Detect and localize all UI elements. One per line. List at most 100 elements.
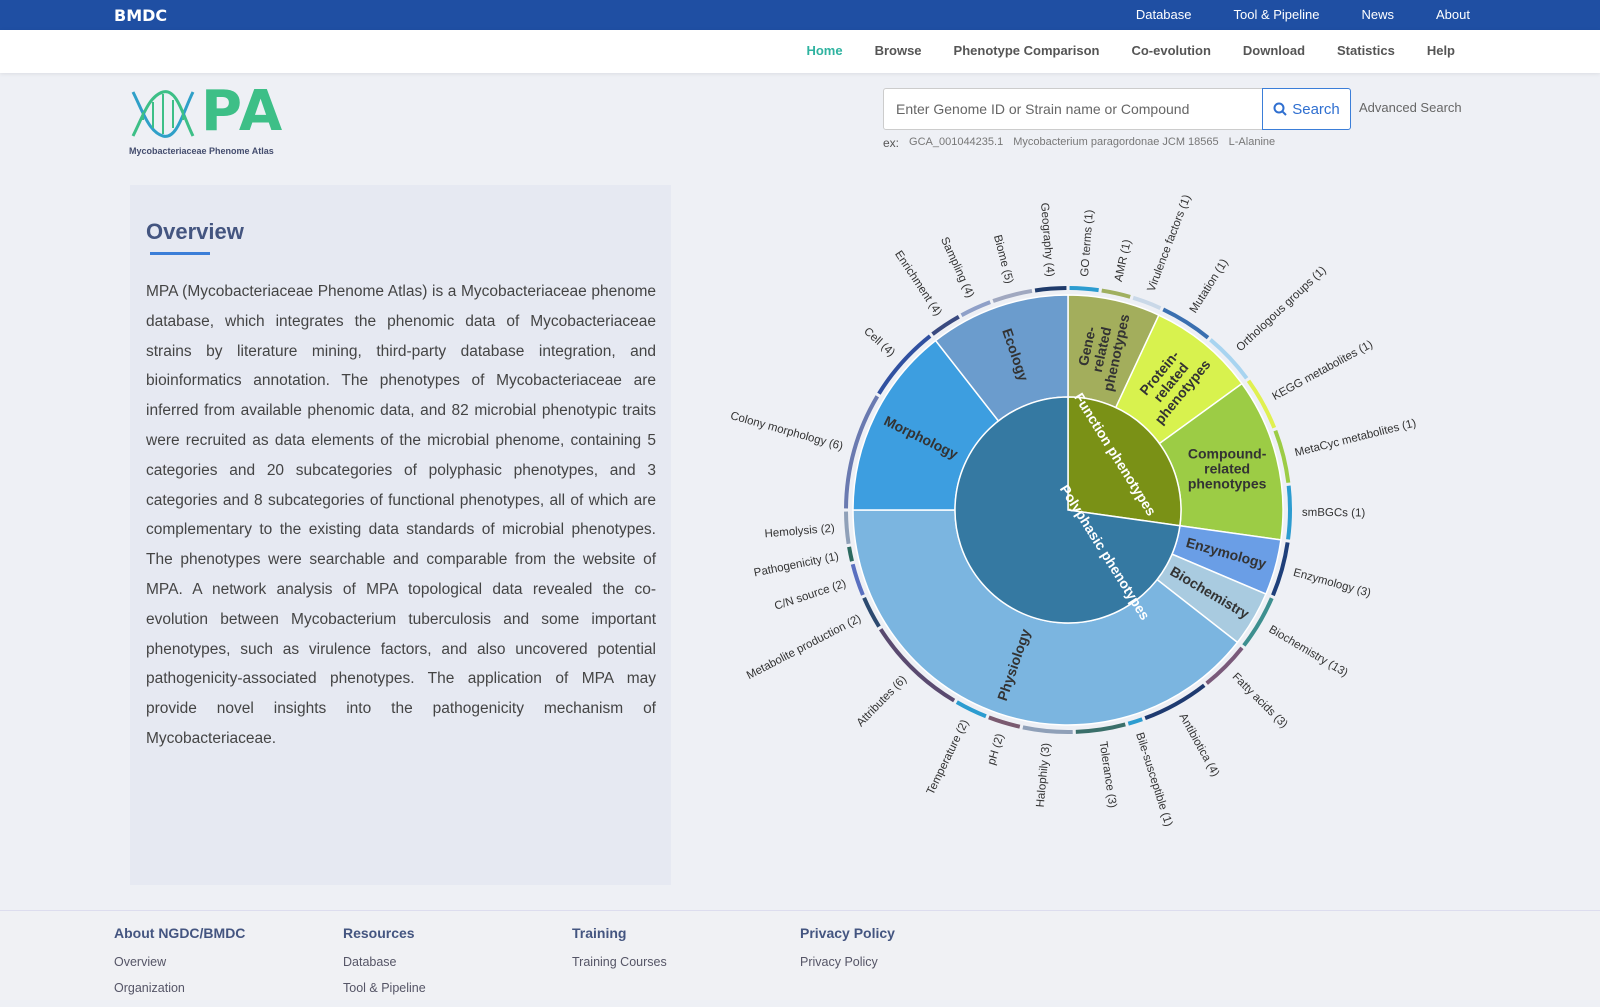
sunburst-outer-label: Orthologous groups (1) <box>1234 264 1328 354</box>
top-link-database[interactable]: Database <box>1135 7 1192 22</box>
main-nav: Home Browse Phenotype Comparison Co-evol… <box>0 30 1600 73</box>
search-box <box>883 88 1263 130</box>
nav-download[interactable]: Download <box>1242 43 1306 58</box>
sunburst-outer-arc-enrichment-4[interactable] <box>931 314 960 336</box>
sunburst-outer-label: Virulence factors (1) <box>1146 193 1194 293</box>
overview-underline <box>150 252 210 255</box>
footer-col-title: About NGDC/BMDC <box>114 925 246 941</box>
brand-label[interactable]: BMDC <box>114 6 168 25</box>
sunburst-outer-label: C/N source (2) <box>773 578 848 613</box>
nav-phenotype-comparison[interactable]: Phenotype Comparison <box>953 43 1100 58</box>
sunburst-outer-label: Geography (4) <box>1038 202 1056 277</box>
sunburst-outer-label: Halophily (3) <box>1035 742 1053 808</box>
footer-col-privacy: Privacy Policy Privacy Policy <box>800 925 895 981</box>
sunburst-outer-label: Metabolite production (2) <box>745 613 864 682</box>
sunburst-outer-label: Mutation (1) <box>1188 257 1231 315</box>
sunburst-outer-arc-bile-susceptible-1[interactable] <box>1127 717 1143 726</box>
footer-col-training: Training Training Courses <box>572 925 667 981</box>
sunburst-outer-arc-attributes-6[interactable] <box>879 628 956 703</box>
example-strain-name[interactable]: Mycobacterium paragordonae JCM 18565 <box>1013 136 1219 148</box>
footer-col-title: Privacy Policy <box>800 925 895 941</box>
sunburst-outer-arc-fatty-acids-3[interactable] <box>1205 646 1244 685</box>
sunburst-outer-arc-amr-1[interactable] <box>1101 288 1131 299</box>
example-compound[interactable]: L-Alanine <box>1228 136 1276 148</box>
sunburst-outer-label: Colony morphology (6) <box>729 410 844 453</box>
logo-subtitle: Mycobacteriaceae Phenome Atlas <box>129 146 274 156</box>
overview-panel: Overview MPA (Mycobacteriaceae Phenome A… <box>130 185 671 885</box>
sunburst-outer-label: Antibiotica (4) <box>1177 712 1222 779</box>
sunburst-outer-arc-smbgcs-1[interactable] <box>1286 485 1292 540</box>
sunburst-outer-arc-go-terms-1[interactable] <box>1069 286 1099 293</box>
sunburst-outer-arc-metabolite-production-2[interactable] <box>862 597 881 628</box>
examples-label: ex: <box>883 136 900 150</box>
sunburst-outer-label: Biochemistry (13) <box>1267 624 1350 680</box>
example-genome-id[interactable]: GCA_001044235.1 <box>909 136 1004 148</box>
top-link-tool-pipeline[interactable]: Tool & Pipeline <box>1233 7 1320 22</box>
footer-link-organization[interactable]: Organization <box>114 981 185 995</box>
mpa-logo[interactable]: PA Mycobacteriaceae Phenome Atlas <box>129 79 289 158</box>
sunburst-outer-arc-c-n-source-2[interactable] <box>850 563 865 596</box>
sunburst-segment-polyphasic-phenotypes[interactable] <box>954 396 1181 624</box>
sunburst-outer-arc-antibiotica-4[interactable] <box>1144 683 1206 721</box>
search-icon <box>1273 102 1287 116</box>
sunburst-outer-arc-enzymology-3[interactable] <box>1271 542 1290 597</box>
search-examples: ex: GCA_001044235.1 Mycobacterium parago… <box>883 136 1275 150</box>
sunburst-outer-arc-metacyc-metabolites-1[interactable] <box>1273 429 1291 483</box>
sunburst-outer-arc-colony-morphology-6[interactable] <box>844 395 880 509</box>
advanced-search-link[interactable]: Advanced Search <box>1359 100 1462 115</box>
sunburst-outer-arc-temperature-2[interactable] <box>955 700 987 719</box>
sunburst-outer-arc-ph-2[interactable] <box>988 715 1021 729</box>
search-button-label: Search <box>1292 100 1340 118</box>
sunburst-outer-label: Attributes (6) <box>855 673 910 729</box>
footer-link-overview[interactable]: Overview <box>114 955 167 969</box>
sunburst-outer-arc-halophily-3[interactable] <box>1022 725 1073 735</box>
top-link-news[interactable]: News <box>1361 7 1395 22</box>
footer-col-title: Resources <box>343 925 415 941</box>
footer-col-resources: Resources Database Tool & Pipeline <box>343 925 426 1007</box>
footer-link-privacy-policy[interactable]: Privacy Policy <box>800 955 878 969</box>
sunburst-outer-arc-biome-5[interactable] <box>992 288 1033 303</box>
sunburst-segment-function-phenotypes[interactable] <box>1067 396 1182 527</box>
sunburst-outer-arc-virulence-factors-1[interactable] <box>1132 295 1162 310</box>
sunburst-outer-arc-orthologous-groups-1[interactable] <box>1209 338 1249 380</box>
sunburst-outer-label: Sampling (4) <box>938 235 976 299</box>
sunburst-outer-arc-geography-4[interactable] <box>1034 286 1067 293</box>
nav-co-evolution[interactable]: Co-evolution <box>1131 43 1211 58</box>
sunburst-outer-arc-cell-4[interactable] <box>877 334 932 395</box>
sunburst-outer-label: MetaCyc metabolites (1) <box>1294 417 1418 459</box>
sunburst-outer-label: Fatty acids (3) <box>1230 671 1290 731</box>
overview-title: Overview <box>146 219 244 244</box>
nav-browse[interactable]: Browse <box>874 43 922 58</box>
sunburst-outer-label: Hemolysis (2) <box>764 523 835 541</box>
sunburst-outer-label: Enzymology (3) <box>1292 567 1372 600</box>
sunburst-outer-arc-sampling-4[interactable] <box>960 300 991 317</box>
sunburst-outer-label: Tolerance (3) <box>1097 741 1119 809</box>
nav-statistics[interactable]: Statistics <box>1337 43 1395 58</box>
helix-logo-icon <box>131 90 195 138</box>
sunburst-outer-label: AMR (1) <box>1113 238 1134 283</box>
sunburst-outer-label: Temperature (2) <box>925 718 972 797</box>
sunburst-outer-arc-biochemistry-13[interactable] <box>1242 597 1274 647</box>
nav-help[interactable]: Help <box>1426 43 1455 58</box>
sunburst-outer-label: pH (2) <box>986 732 1007 766</box>
top-links: Database Tool & Pipeline News About <box>1094 7 1470 22</box>
sunburst-outer-arc-tolerance-3[interactable] <box>1075 722 1126 734</box>
sunburst-outer-arc-kegg-metabolites-1[interactable] <box>1246 379 1277 429</box>
sunburst-outer-label: Enrichment (4) <box>892 249 944 319</box>
footer-link-training-courses[interactable]: Training Courses <box>572 955 667 969</box>
sunburst-outer-arc-hemolysis-2[interactable] <box>844 511 851 545</box>
sunburst-outer-label: Bile-susceptible (1) <box>1133 731 1174 828</box>
sunburst-outer-label: smBGCs (1) <box>1302 507 1366 520</box>
sunburst-outer-label: KEGG metabolites (1) <box>1270 338 1375 403</box>
phenotype-sunburst-chart[interactable]: GO terms (1) AMR (1) Virulence factors (1)… <box>700 185 1460 845</box>
logo-title: PA <box>201 79 285 144</box>
search-input[interactable] <box>884 89 1244 129</box>
sunburst-outer-arc-mutation-1[interactable] <box>1162 307 1210 340</box>
footer-link-database[interactable]: Database <box>343 955 397 969</box>
top-link-about[interactable]: About <box>1436 7 1470 22</box>
sunburst-outer-arc-pathogenicity-1[interactable] <box>847 546 854 562</box>
search-button[interactable]: Search <box>1262 88 1351 130</box>
sunburst-outer-label: Cell (4) <box>861 326 897 360</box>
nav-home[interactable]: Home <box>806 43 843 58</box>
footer-link-tool-pipeline[interactable]: Tool & Pipeline <box>343 981 426 995</box>
